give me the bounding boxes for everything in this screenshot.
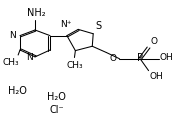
Text: OH: OH [160, 53, 174, 62]
Text: S: S [95, 21, 102, 31]
Text: N: N [26, 53, 33, 62]
Text: H₂O: H₂O [8, 86, 27, 96]
Text: O: O [109, 54, 116, 63]
Text: NH₂: NH₂ [27, 8, 45, 18]
Text: H₂O: H₂O [47, 92, 66, 102]
Text: N: N [9, 31, 16, 40]
Text: P: P [137, 53, 143, 63]
Text: N⁺: N⁺ [60, 20, 72, 29]
Text: OH: OH [149, 72, 163, 81]
Text: O: O [150, 37, 158, 46]
Text: CH₃: CH₃ [66, 61, 83, 70]
Text: CH₃: CH₃ [2, 58, 19, 67]
Text: Cl⁻: Cl⁻ [49, 105, 64, 115]
